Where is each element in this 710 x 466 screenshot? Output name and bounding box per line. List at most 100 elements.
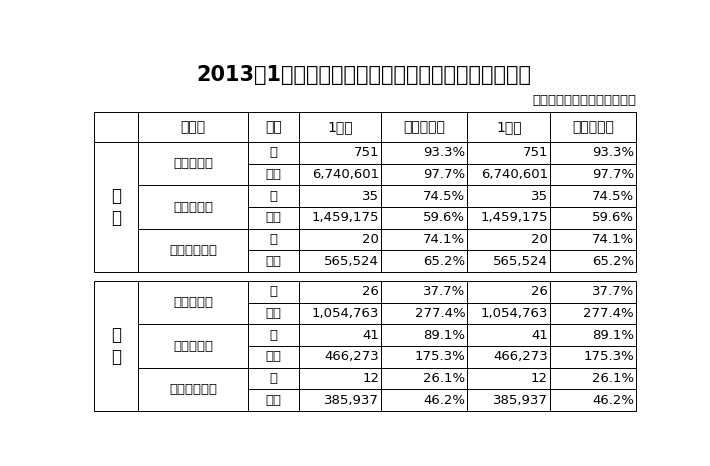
- Text: 175.3%: 175.3%: [415, 350, 465, 363]
- Bar: [299, 207, 381, 229]
- Text: 台: 台: [270, 146, 278, 159]
- Text: 押出成形機: 押出成形機: [173, 200, 213, 213]
- Text: 277.4%: 277.4%: [584, 307, 634, 320]
- Bar: [299, 324, 381, 346]
- Bar: [550, 207, 636, 229]
- Bar: [248, 250, 299, 272]
- Bar: [381, 185, 467, 207]
- Text: ブロー成形機: ブロー成形機: [169, 244, 217, 257]
- Text: 37.7%: 37.7%: [423, 285, 465, 298]
- Bar: [299, 368, 381, 390]
- Text: 89.1%: 89.1%: [423, 329, 465, 342]
- Bar: [299, 185, 381, 207]
- Bar: [299, 390, 381, 411]
- Bar: [467, 229, 550, 250]
- Bar: [550, 164, 636, 185]
- Text: 35: 35: [362, 190, 379, 203]
- Text: 1,459,175: 1,459,175: [481, 212, 548, 225]
- Bar: [467, 185, 550, 207]
- Bar: [248, 142, 299, 164]
- Bar: [248, 368, 299, 390]
- Bar: [550, 368, 636, 390]
- Bar: [467, 368, 550, 390]
- Bar: [248, 111, 299, 142]
- Bar: [467, 390, 550, 411]
- Text: 41: 41: [531, 329, 548, 342]
- Bar: [248, 185, 299, 207]
- Bar: [381, 164, 467, 185]
- Text: 466,273: 466,273: [493, 350, 548, 363]
- Bar: [381, 207, 467, 229]
- Text: 1,054,763: 1,054,763: [481, 307, 548, 320]
- Text: 26: 26: [531, 285, 548, 298]
- Bar: [467, 346, 550, 368]
- Text: 74.1%: 74.1%: [592, 233, 634, 246]
- Text: 46.2%: 46.2%: [423, 394, 465, 407]
- Bar: [299, 229, 381, 250]
- Bar: [248, 164, 299, 185]
- Bar: [138, 142, 248, 185]
- Text: 59.6%: 59.6%: [592, 212, 634, 225]
- Bar: [299, 164, 381, 185]
- Bar: [248, 346, 299, 368]
- Bar: [381, 111, 467, 142]
- Text: 26.1%: 26.1%: [592, 372, 634, 385]
- Text: 1月計: 1月計: [496, 120, 522, 134]
- Bar: [467, 164, 550, 185]
- Text: 277.4%: 277.4%: [415, 307, 465, 320]
- Text: 565,524: 565,524: [493, 255, 548, 268]
- Bar: [550, 303, 636, 324]
- Text: 385,937: 385,937: [324, 394, 379, 407]
- Bar: [381, 250, 467, 272]
- Text: 単位: 単位: [265, 120, 282, 134]
- Bar: [138, 185, 248, 229]
- Text: 射出成形機: 射出成形機: [173, 296, 213, 309]
- Bar: [550, 324, 636, 346]
- Text: 74.1%: 74.1%: [423, 233, 465, 246]
- Bar: [550, 281, 636, 303]
- Text: 41: 41: [362, 329, 379, 342]
- Bar: [94, 142, 138, 272]
- Bar: [299, 111, 381, 142]
- Bar: [299, 250, 381, 272]
- Text: 751: 751: [354, 146, 379, 159]
- Text: 前年同期比: 前年同期比: [572, 120, 614, 134]
- Text: 93.3%: 93.3%: [592, 146, 634, 159]
- Text: 日本プラスチック機械工業会: 日本プラスチック機械工業会: [532, 94, 636, 107]
- Bar: [550, 111, 636, 142]
- Bar: [550, 142, 636, 164]
- Bar: [299, 281, 381, 303]
- Text: 千円: 千円: [266, 307, 282, 320]
- Bar: [248, 390, 299, 411]
- Text: 26.1%: 26.1%: [423, 372, 465, 385]
- Bar: [550, 185, 636, 207]
- Text: 台: 台: [270, 285, 278, 298]
- Text: 12: 12: [531, 372, 548, 385]
- Text: 20: 20: [362, 233, 379, 246]
- Text: 6,740,601: 6,740,601: [312, 168, 379, 181]
- Bar: [299, 303, 381, 324]
- Text: 台: 台: [270, 190, 278, 203]
- Text: 65.2%: 65.2%: [592, 255, 634, 268]
- Text: ブロー成形機: ブロー成形機: [169, 383, 217, 396]
- Text: 千円: 千円: [266, 255, 282, 268]
- Text: 466,273: 466,273: [324, 350, 379, 363]
- Text: 20: 20: [531, 233, 548, 246]
- Text: 89.1%: 89.1%: [592, 329, 634, 342]
- Text: 千円: 千円: [266, 394, 282, 407]
- Text: 385,937: 385,937: [493, 394, 548, 407]
- Text: 台: 台: [270, 233, 278, 246]
- Text: 輸
入: 輸 入: [111, 326, 121, 366]
- Text: 59.6%: 59.6%: [423, 212, 465, 225]
- Bar: [467, 324, 550, 346]
- Text: 押出成形機: 押出成形機: [173, 340, 213, 353]
- Bar: [138, 111, 248, 142]
- Bar: [138, 281, 248, 324]
- Bar: [138, 229, 248, 272]
- Bar: [381, 281, 467, 303]
- Bar: [550, 346, 636, 368]
- Bar: [467, 281, 550, 303]
- Text: 6,740,601: 6,740,601: [481, 168, 548, 181]
- Text: 97.7%: 97.7%: [423, 168, 465, 181]
- Bar: [550, 229, 636, 250]
